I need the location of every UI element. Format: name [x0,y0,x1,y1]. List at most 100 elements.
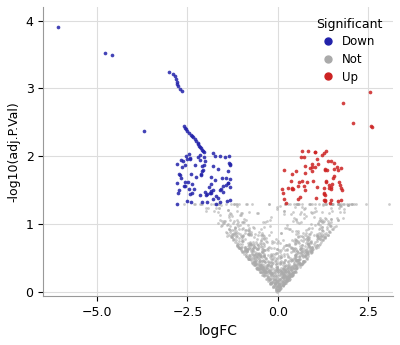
Point [270,276,276,282]
Point [256,266,262,272]
Point [293,263,300,268]
Point [227,224,233,229]
Point [312,245,319,251]
Point [250,252,256,257]
Point [270,277,277,283]
Point [300,254,306,260]
Point [313,245,320,250]
Point [333,165,340,170]
Point [301,236,307,242]
Point [295,229,301,234]
Point [318,218,324,223]
Point [268,272,274,277]
Point [280,274,287,279]
Point [294,257,301,262]
Point [325,232,332,237]
Point [252,257,259,263]
Point [242,245,248,250]
Point [271,246,278,251]
Point [206,184,212,190]
Point [259,265,266,270]
Point [300,248,306,254]
Point [280,272,286,277]
Point [268,238,275,244]
Point [282,257,288,263]
Point [287,270,293,276]
Point [284,274,290,280]
Point [256,262,263,268]
Point [282,257,289,263]
Point [234,243,240,249]
Point [336,201,343,207]
Point [321,197,328,203]
Point [268,215,274,220]
Point [276,281,282,286]
Point [288,273,295,278]
Point [246,241,253,247]
Point [228,234,234,239]
Point [286,274,292,280]
Point [174,201,180,207]
Point [276,277,282,283]
Point [268,280,274,285]
Point [219,189,226,195]
Point [264,262,270,268]
Point [291,269,297,274]
Point [326,228,333,234]
Point [321,191,328,197]
Point [306,236,312,242]
Point [315,221,322,227]
Point [264,267,271,272]
Point [231,201,238,207]
Point [297,264,304,269]
Point [199,168,206,174]
Point [279,269,285,275]
Point [308,238,314,244]
Point [316,222,323,228]
Point [281,253,287,258]
Point [298,205,305,210]
Point [280,276,287,282]
Point [257,262,264,268]
Point [273,276,279,282]
Point [174,79,180,85]
Point [211,201,218,207]
Point [305,253,311,259]
Point [246,242,252,248]
Point [294,201,301,207]
Point [199,201,205,207]
Point [305,241,312,247]
Point [314,245,321,250]
Point [287,226,294,232]
Point [184,198,190,203]
Point [337,202,343,208]
Point [290,247,296,253]
Point [266,263,272,268]
Point [302,228,309,233]
Point [306,248,312,254]
Point [338,201,344,207]
Point [320,218,327,224]
Point [287,273,293,278]
Point [272,236,279,241]
Point [257,257,264,263]
Point [181,125,188,131]
Point [288,257,295,262]
Point [230,237,236,243]
Point [258,248,265,254]
Point [267,274,274,279]
Point [305,240,311,246]
Point [338,203,344,209]
Point [329,201,336,207]
Point [253,261,260,266]
Point [260,265,266,271]
Point [331,160,337,166]
Point [282,269,288,274]
Point [226,232,233,238]
Point [258,241,264,247]
Point [186,130,192,136]
Point [320,234,326,239]
Point [325,222,332,227]
Point [285,201,291,207]
Point [283,275,290,280]
